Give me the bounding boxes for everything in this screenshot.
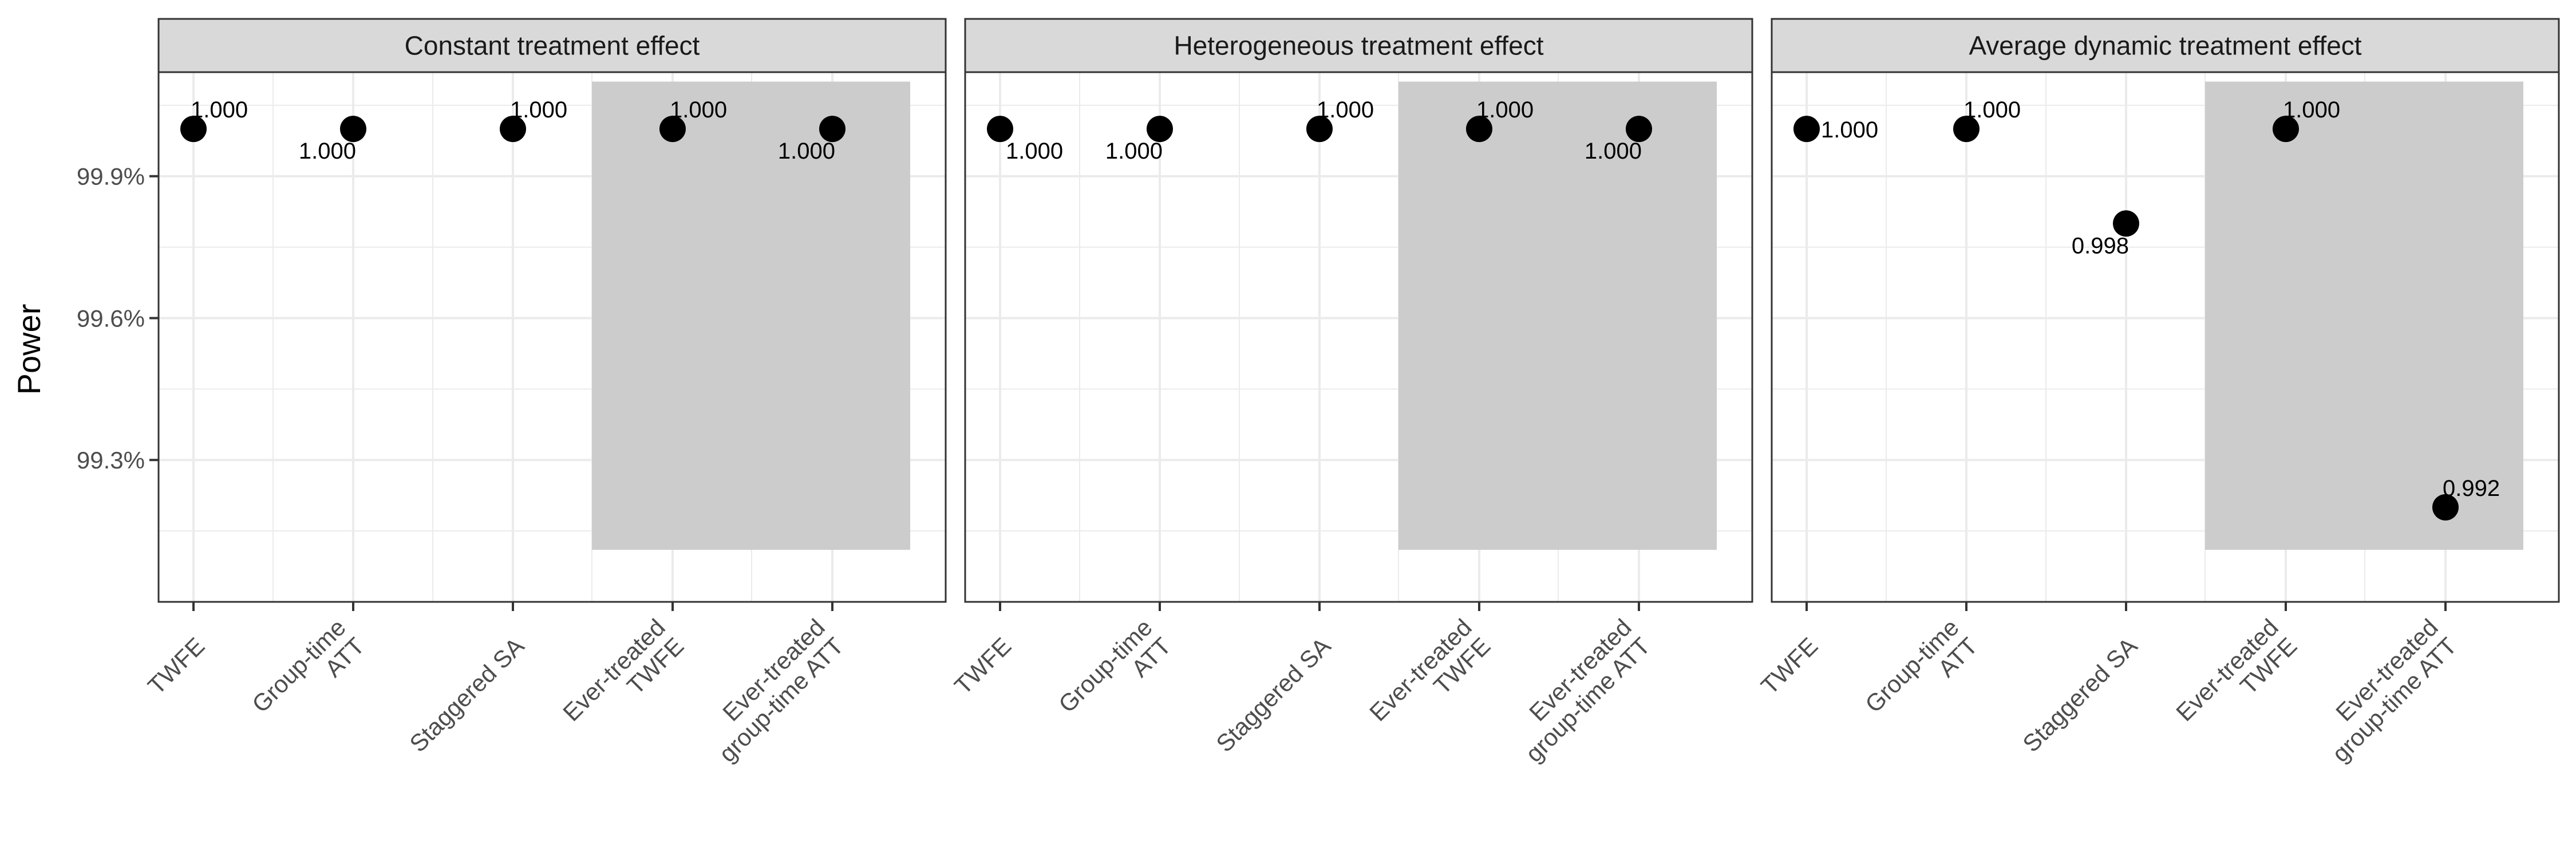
data-point xyxy=(987,116,1013,143)
x-tick-label-line: TWFE xyxy=(949,632,1016,699)
x-tick-label: Ever-treatedTWFE xyxy=(2171,614,2302,745)
facet-strip xyxy=(157,18,947,73)
data-label: 1.000 xyxy=(778,139,835,164)
x-tick-label-line: Staggered SA xyxy=(1211,632,1336,757)
facet-strip xyxy=(1771,18,2560,73)
panel-3: Average dynamic treatment effect TWFE Grou… xyxy=(1756,18,2560,767)
x-tick-label: Staggered SA xyxy=(404,632,529,757)
y-tick-label: 99.9% xyxy=(77,163,145,190)
facet-title: Heterogeneous treatment effect xyxy=(1174,31,1543,61)
x-tick-label: TWFE xyxy=(143,632,210,699)
y-tick-label: 99.6% xyxy=(77,305,145,332)
data-label: 1.000 xyxy=(2283,97,2340,123)
x-tick-label: Ever-treatedTWFE xyxy=(1364,614,1495,745)
x-tick-label: TWFE xyxy=(949,632,1016,699)
panel-2: Heterogeneous treatment effect TWFE Group-… xyxy=(949,18,1753,767)
shaded-region xyxy=(1398,81,1717,550)
data-label: 1.000 xyxy=(1476,97,1534,123)
data-point xyxy=(1147,116,1173,143)
data-point xyxy=(1466,116,1492,143)
data-point xyxy=(1306,116,1333,143)
data-label: 1.000 xyxy=(1105,139,1163,164)
data-point xyxy=(1626,116,1652,143)
data-point xyxy=(1793,116,1820,143)
data-label: 0.998 xyxy=(2072,233,2129,258)
data-point xyxy=(180,116,207,143)
data-label: 1.000 xyxy=(1963,97,2021,123)
y-axis-title: Power xyxy=(11,304,47,395)
x-tick-label-line: Staggered SA xyxy=(2017,632,2142,757)
data-label: 1.000 xyxy=(1317,97,1374,123)
data-label: 0.992 xyxy=(2443,476,2500,501)
data-point xyxy=(500,116,526,143)
x-tick-label: Group-timeATT xyxy=(1053,614,1176,736)
x-tick-label: Ever-treatedgroup-time ATT xyxy=(695,614,848,767)
facet-title: Average dynamic treatment effect xyxy=(1969,31,2361,61)
x-tick-label: Staggered SA xyxy=(1211,632,1336,757)
data-point xyxy=(1953,116,1980,143)
x-tick-label: Staggered SA xyxy=(2017,632,2142,757)
data-label: 1.000 xyxy=(191,97,248,123)
panel-1: Constant treatment effect TWFE Group-timeA… xyxy=(77,18,947,767)
data-point xyxy=(2113,210,2139,237)
x-tick-label-line: Staggered SA xyxy=(404,632,529,757)
data-label: 1.000 xyxy=(1821,117,1878,143)
data-point xyxy=(659,116,686,143)
data-point xyxy=(2273,116,2299,143)
shaded-region xyxy=(592,81,910,550)
x-tick-label-line: TWFE xyxy=(143,632,210,699)
x-tick-label: TWFE xyxy=(1756,632,1823,699)
x-tick-label: Group-timeATT xyxy=(1860,614,1982,736)
x-tick-label: Ever-treatedgroup-time ATT xyxy=(1502,614,1655,767)
facet-title: Constant treatment effect xyxy=(405,31,700,61)
data-point xyxy=(340,116,366,143)
data-label: 1.000 xyxy=(1585,139,1642,164)
data-point xyxy=(2432,494,2459,521)
facet-strip xyxy=(964,18,1753,73)
data-label: 1.000 xyxy=(299,139,356,164)
y-tick-label: 99.3% xyxy=(77,447,145,474)
x-tick-label: Group-timeATT xyxy=(247,614,369,736)
data-label: 1.000 xyxy=(670,97,727,123)
x-tick-label: Ever-treatedgroup-time ATT xyxy=(2308,614,2462,767)
x-tick-label: Ever-treatedTWFE xyxy=(558,614,689,745)
data-label: 1.000 xyxy=(1006,139,1063,164)
data-label: 1.000 xyxy=(510,97,567,123)
shaded-region xyxy=(2205,81,2523,550)
data-point xyxy=(819,116,846,143)
x-tick-label-line: TWFE xyxy=(1756,632,1823,699)
